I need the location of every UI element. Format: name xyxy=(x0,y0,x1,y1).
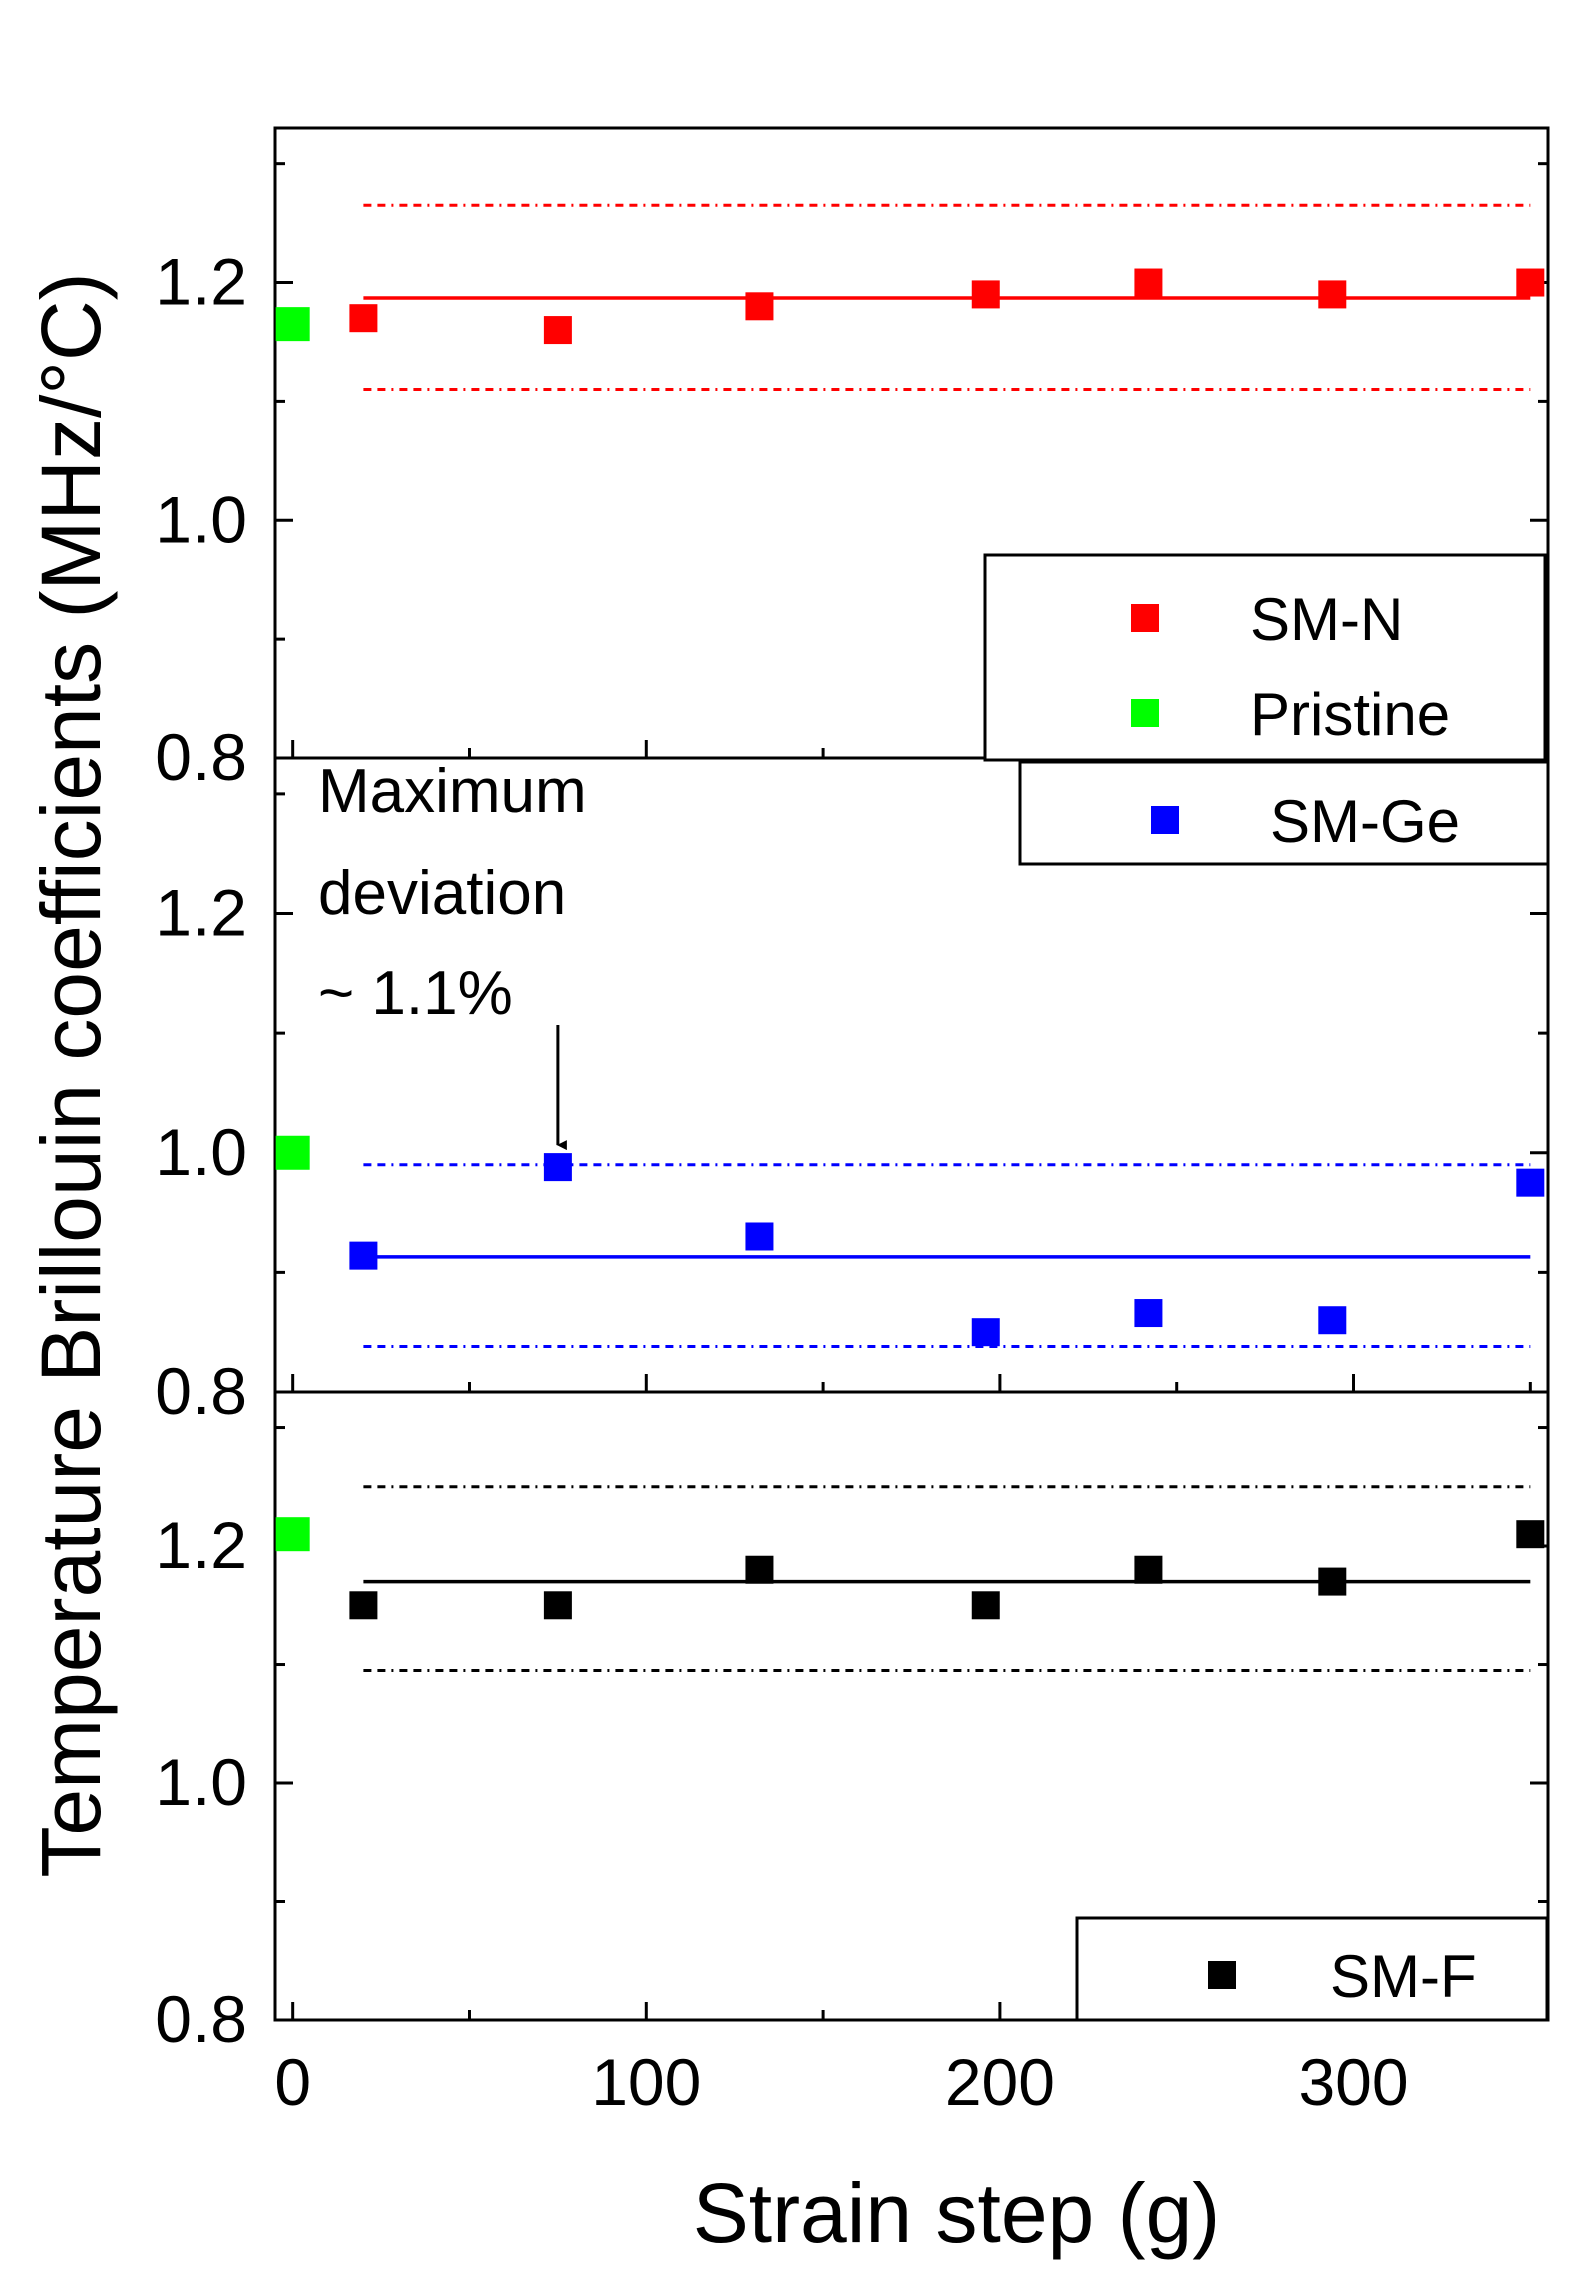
sm-ge-point xyxy=(971,1318,1000,1347)
sm-f-panel-ytick-label: 1.2 xyxy=(155,1508,247,1582)
y-axis-title: Temperature Brillouin coefficients (MHz/… xyxy=(24,272,118,1877)
x-axis-title: Strain step (g) xyxy=(693,2166,1221,2260)
sm-f-point xyxy=(349,1591,378,1620)
sm-f-point xyxy=(971,1591,1000,1620)
xtick-label: 300 xyxy=(1298,2045,1408,2119)
xtick-label: 0 xyxy=(274,2045,311,2119)
sm-ge-point xyxy=(1318,1306,1347,1335)
legend-label-sm-ge: SM-Ge xyxy=(1270,788,1460,855)
sm-n-panel-ytick-label: 1.2 xyxy=(155,245,247,319)
sm-n-point xyxy=(1134,268,1163,297)
sm-n-point xyxy=(349,304,378,333)
sm-f-point xyxy=(1134,1555,1163,1584)
annotation-line-1: Maximum xyxy=(318,757,587,826)
annotation-line-2: deviation xyxy=(318,859,566,928)
sm-ge-panel-legend-box xyxy=(1018,760,1550,866)
sm-f-panel-frame xyxy=(273,1390,1550,2022)
sm-ge-panel-ytick-label: 1.0 xyxy=(155,1115,247,1189)
sm-f-panel-ytick-label: 0.8 xyxy=(155,1982,247,2056)
legend-marker-sm-n xyxy=(1131,604,1159,632)
sm-ge-panel-ytick-label: 1.2 xyxy=(155,876,247,950)
sm-n-panel-legend-box xyxy=(983,553,1547,762)
sm-n-point xyxy=(971,280,1000,309)
annotation-line-3: ~ 1.1% xyxy=(318,959,513,1028)
legend-marker-pristine xyxy=(1131,699,1159,727)
xtick-label: 100 xyxy=(591,2045,701,2119)
sm-n-point xyxy=(543,316,572,345)
sm-n-panel-ytick-label: 0.8 xyxy=(155,720,247,794)
sm-ge-panel-ytick-label: 0.8 xyxy=(155,1354,247,1428)
sm-f-point xyxy=(745,1555,774,1584)
legend-marker-sm-f xyxy=(1208,1961,1236,1989)
sm-f-point xyxy=(543,1591,572,1620)
sm-ge-point xyxy=(349,1241,378,1270)
sm-f-panel-ytick-label: 1.0 xyxy=(155,1745,247,1819)
pristine-point xyxy=(275,1135,310,1170)
sm-n-point xyxy=(745,292,774,321)
sm-n-point xyxy=(1516,268,1545,297)
pristine-point xyxy=(275,1517,310,1552)
sm-ge-point xyxy=(543,1153,572,1182)
sm-ge-point xyxy=(1134,1299,1163,1328)
xtick-label: 200 xyxy=(945,2045,1055,2119)
pristine-point xyxy=(275,307,310,342)
sm-n-point xyxy=(1318,280,1347,309)
sm-f-panel-legend-box xyxy=(1075,1916,1549,2022)
legend-label-sm-n: SM-N xyxy=(1250,586,1403,653)
legend-marker-sm-ge xyxy=(1151,806,1179,834)
sm-ge-point xyxy=(745,1222,774,1251)
sm-f-point xyxy=(1318,1567,1347,1596)
legend-label-pristine: Pristine xyxy=(1250,681,1450,748)
legend-label-sm-f: SM-F xyxy=(1330,1943,1477,2010)
sm-f-point xyxy=(1516,1520,1545,1549)
sm-ge-point xyxy=(1516,1168,1545,1197)
sm-n-panel-ytick-label: 1.0 xyxy=(155,482,247,556)
